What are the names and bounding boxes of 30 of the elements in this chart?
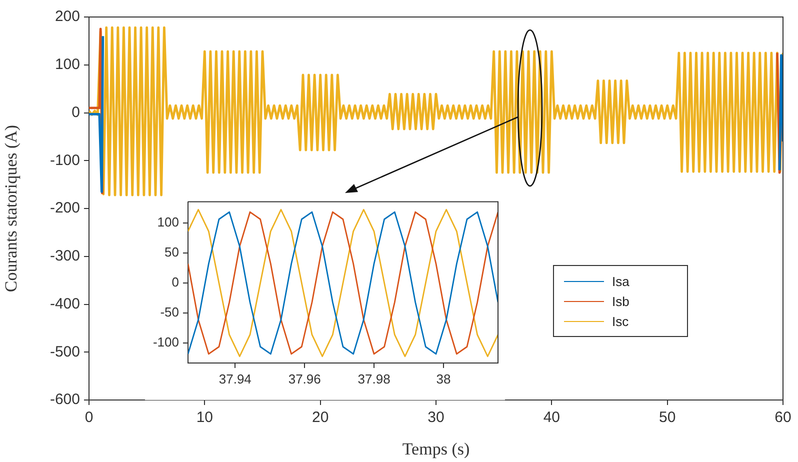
y-tick-label: 200 bbox=[54, 8, 80, 26]
x-tick-label: 38 bbox=[436, 371, 451, 386]
x-tick-label: 30 bbox=[428, 409, 444, 426]
legend-label: Isa bbox=[612, 274, 630, 288]
y-tick-label: -200 bbox=[50, 200, 80, 217]
y-tick-label: -400 bbox=[50, 295, 80, 312]
y-tick-label: -600 bbox=[50, 391, 80, 408]
x-tick-label: 37.98 bbox=[358, 371, 390, 386]
y-tick-label: -100 bbox=[50, 152, 80, 169]
y-tick-label: -500 bbox=[50, 343, 80, 360]
x-tick-label: 20 bbox=[312, 409, 329, 426]
x-axis-title: Temps (s) bbox=[402, 439, 470, 458]
y-tick-label: -100 bbox=[152, 334, 179, 350]
y-tick-label: 100 bbox=[157, 214, 179, 230]
x-tick-label: 40 bbox=[543, 409, 560, 426]
x-tick-label: 37.94 bbox=[218, 371, 252, 386]
legend-label: Isc bbox=[612, 314, 629, 328]
y-tick-label: 50 bbox=[164, 244, 179, 260]
y-axis-title: Courants statoriques (A) bbox=[2, 124, 21, 292]
x-tick-label: 37.96 bbox=[288, 371, 321, 386]
y-tick-label: 0 bbox=[72, 104, 80, 121]
legend-label: Isb bbox=[612, 294, 630, 308]
y-tick-label: 100 bbox=[54, 56, 80, 74]
x-tick-label: 50 bbox=[658, 409, 676, 426]
y-tick-label: -50 bbox=[160, 304, 179, 320]
y-tick-label: -300 bbox=[50, 248, 80, 265]
x-tick-label: 0 bbox=[84, 409, 94, 426]
y-tick-label: 0 bbox=[172, 274, 179, 290]
x-tick-label: 10 bbox=[196, 409, 214, 426]
x-tick-label: 60 bbox=[774, 409, 792, 426]
